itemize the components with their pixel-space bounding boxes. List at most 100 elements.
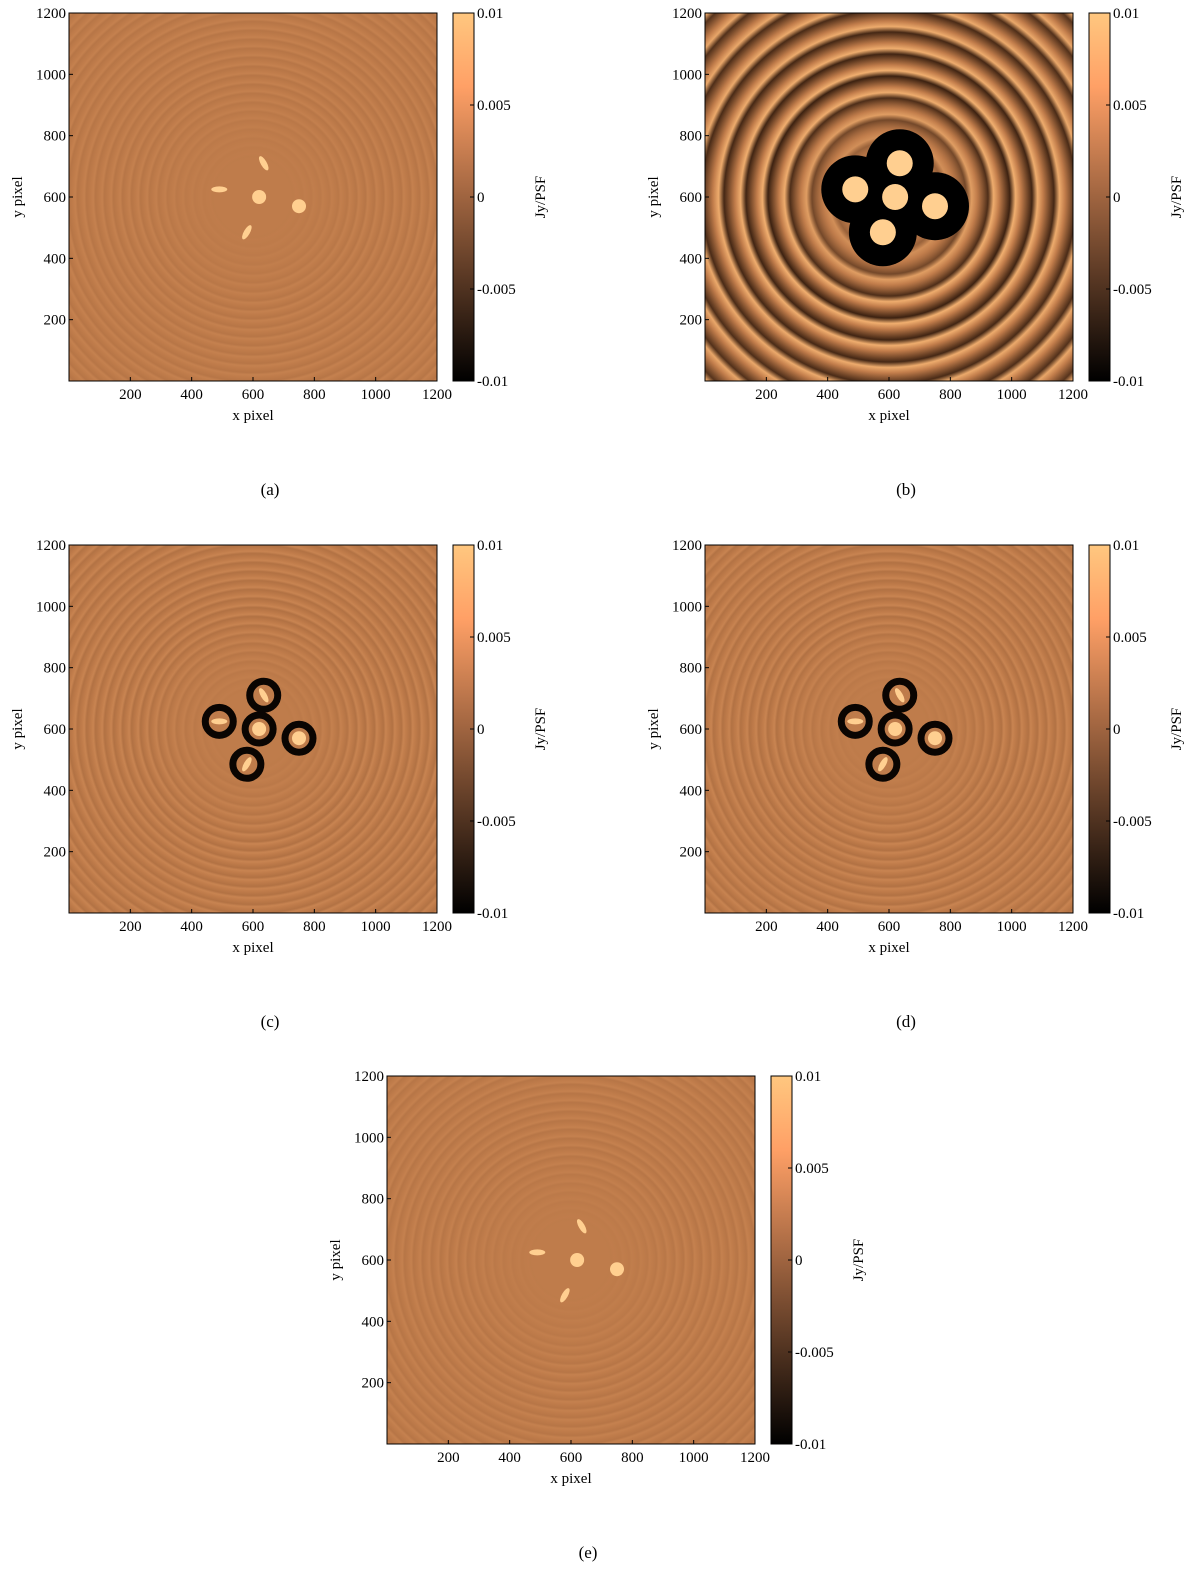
colorbar-tick-label: 0.01 [1113,6,1139,22]
y-tick-label: 400 [44,783,67,799]
y-tick-label: 200 [680,845,703,861]
image [69,545,437,913]
colorbar-tick-label: -0.01 [795,1437,826,1453]
colorbar-tick-label: 0.005 [1113,98,1147,114]
colorbar-tick-label: -0.01 [1113,374,1144,390]
y-axis-label: y pixel [328,1239,344,1280]
colorbar-tick-label: -0.01 [477,374,508,390]
x-axis-label: x pixel [232,940,273,956]
colorbar-tick-label: -0.005 [477,814,516,830]
source-ring [865,746,901,782]
source [888,722,903,736]
source [529,1249,546,1256]
source [610,1262,624,1277]
caption: (b) [896,480,916,499]
y-tick-label: 800 [44,661,67,677]
source [869,219,896,246]
y-axis-label: y pixel [10,708,26,749]
x-tick-label: 600 [878,387,901,403]
colorbar-tick-label: -0.005 [1113,814,1152,830]
y-tick-label: 800 [44,129,67,145]
y-tick-label: 1200 [36,6,66,22]
x-tick-label: 800 [303,387,326,403]
x-tick-label: 1000 [361,919,391,935]
source [211,718,228,725]
x-tick-label: 800 [621,1450,644,1466]
colorbar-tick-label: 0.005 [477,98,511,114]
source [894,688,905,703]
x-tick-label: 800 [939,387,962,403]
source [882,184,909,210]
x-tick-label: 600 [560,1450,583,1466]
source [242,225,252,240]
y-tick-label: 1200 [36,538,66,554]
x-tick-label: 400 [180,387,203,403]
colorbar-tick-label: 0.005 [795,1161,829,1177]
image [387,1076,755,1444]
y-tick-label: 1200 [672,538,702,554]
source [847,718,864,725]
y-tick-label: 600 [44,190,67,206]
colorbar-tick-label: 0.01 [477,6,503,22]
colorbar-label: Jy/PSF [533,176,549,219]
image [705,13,1073,381]
source [842,176,869,203]
source [928,731,942,746]
source-ring [877,711,913,747]
y-tick-label: 400 [44,251,67,267]
source-ring [241,711,277,747]
y-tick-label: 200 [362,1376,385,1392]
x-tick-label: 600 [242,919,265,935]
x-tick-label: 400 [816,919,839,935]
x-axis-label: x pixel [868,940,909,956]
x-tick-label: 400 [180,919,203,935]
x-tick-label: 400 [498,1450,521,1466]
x-tick-label: 1000 [997,387,1027,403]
y-tick-label: 400 [680,783,703,799]
colorbar-tick-label: -0.01 [1113,906,1144,922]
colorbar-tick-label: 0 [795,1253,803,1269]
x-tick-label: 1000 [997,919,1027,935]
y-tick-label: 400 [362,1314,385,1330]
x-tick-label: 1200 [422,919,452,935]
y-tick-label: 1000 [36,67,66,83]
source [258,688,269,703]
source-ring [281,720,317,756]
x-axis-label: x pixel [232,408,273,424]
y-tick-label: 200 [680,313,703,329]
colorbar-label: Jy/PSF [1169,708,1185,751]
x-tick-label: 200 [755,919,778,935]
x-tick-label: 200 [119,919,142,935]
source-ring [201,703,237,739]
x-tick-label: 400 [816,387,839,403]
caption: (d) [896,1012,916,1031]
y-axis-label: y pixel [646,708,662,749]
y-tick-label: 800 [680,661,703,677]
source [922,193,948,220]
x-axis-label: x pixel [868,408,909,424]
caption: (a) [261,480,280,499]
x-tick-label: 1200 [740,1450,770,1466]
source [576,1219,587,1234]
colorbar-tick-label: -0.005 [477,282,516,298]
x-tick-label: 1200 [1058,387,1088,403]
y-tick-label: 600 [362,1253,385,1269]
colorbar-tick-label: 0 [1113,722,1121,738]
y-tick-label: 200 [44,313,67,329]
x-tick-label: 800 [939,919,962,935]
colorbar-tick-label: -0.005 [795,1345,834,1361]
x-tick-label: 200 [437,1450,460,1466]
source [252,722,267,736]
x-tick-label: 1000 [361,387,391,403]
y-tick-label: 800 [362,1192,385,1208]
colorbar-tick-label: -0.005 [1113,282,1152,298]
source [886,150,913,177]
y-tick-label: 200 [44,845,67,861]
x-tick-label: 600 [878,919,901,935]
y-tick-label: 1000 [672,599,702,615]
image [705,545,1073,913]
y-tick-label: 1200 [354,1069,384,1085]
x-tick-label: 1000 [679,1450,709,1466]
colorbar-tick-label: 0.01 [1113,538,1139,554]
